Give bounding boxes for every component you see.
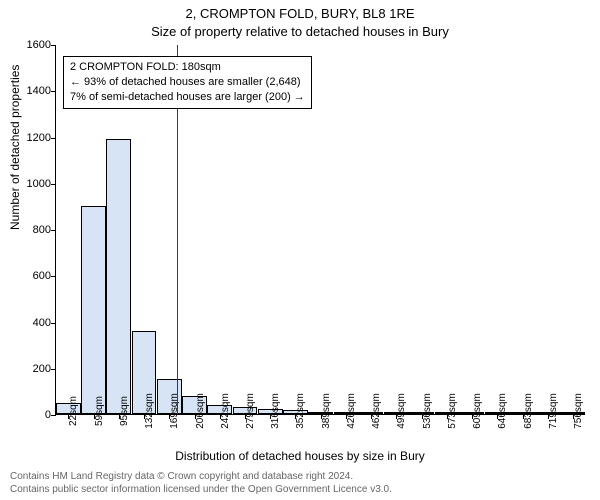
x-axis-label: Distribution of detached houses by size … [0,449,600,463]
x-tick-label: 573sqm [447,393,458,429]
x-tick-label: 389sqm [321,393,332,429]
x-tick-label: 132sqm [144,393,155,429]
annotation-line-3: 7% of semi-detached houses are larger (2… [70,90,305,105]
chart-title-sub: Size of property relative to detached ho… [0,24,600,39]
histogram-bar [81,206,106,414]
x-tick-label: 719sqm [548,393,559,429]
x-tick-label: 683sqm [523,393,534,429]
y-tick-label: 800 [16,224,51,236]
y-tick-mark [51,323,56,324]
x-tick-label: 536sqm [422,393,433,429]
chart-container: 2, CROMPTON FOLD, BURY, BL8 1RE Size of … [0,0,600,500]
x-tick-label: 169sqm [169,393,180,429]
x-tick-label: 426sqm [346,393,357,429]
x-tick-label: 499sqm [396,393,407,429]
y-tick-label: 0 [16,409,51,421]
footer-line-2: Contains public sector information licen… [10,483,392,496]
y-tick-label: 1600 [16,39,51,51]
y-tick-label: 400 [16,317,51,329]
y-tick-label: 1200 [16,132,51,144]
histogram-bar [106,139,131,414]
x-tick-label: 756sqm [573,393,584,429]
footer-attribution: Contains HM Land Registry data © Crown c… [10,470,392,496]
annotation-line-1: 2 CROMPTON FOLD: 180sqm [70,60,305,75]
y-tick-mark [51,276,56,277]
x-tick-label: 59sqm [94,396,105,426]
y-tick-mark [51,369,56,370]
x-tick-label: 462sqm [371,393,382,429]
y-tick-mark [51,415,56,416]
footer-line-1: Contains HM Land Registry data © Crown c… [10,470,392,483]
x-tick-label: 646sqm [497,393,508,429]
y-tick-mark [51,230,56,231]
x-tick-label: 22sqm [68,396,79,426]
x-tick-label: 609sqm [472,393,483,429]
y-tick-label: 1400 [16,85,51,97]
chart-title-main: 2, CROMPTON FOLD, BURY, BL8 1RE [0,6,600,21]
y-tick-label: 600 [16,270,51,282]
y-tick-mark [51,91,56,92]
x-tick-label: 352sqm [295,393,306,429]
x-tick-label: 206sqm [195,393,206,429]
x-tick-label: 242sqm [220,393,231,429]
annotation-box: 2 CROMPTON FOLD: 180sqm ← 93% of detache… [63,56,312,109]
annotation-line-2: ← 93% of detached houses are smaller (2,… [70,75,305,90]
x-tick-label: 316sqm [270,393,281,429]
x-tick-label: 95sqm [119,396,130,426]
y-tick-mark [51,45,56,46]
y-tick-mark [51,138,56,139]
y-tick-label: 1000 [16,178,51,190]
y-tick-mark [51,184,56,185]
x-tick-label: 279sqm [245,393,256,429]
y-tick-label: 200 [16,363,51,375]
